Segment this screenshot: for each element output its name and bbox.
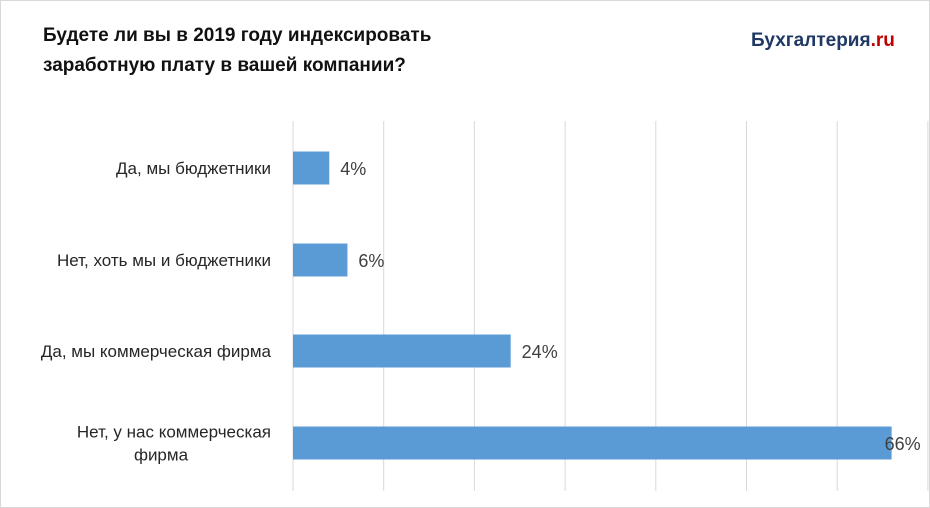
bar-4 [293, 426, 892, 460]
chart-title: Будете ли вы в 2019 году индексировать з… [43, 21, 523, 81]
data-label-3: 24% [522, 342, 558, 362]
chart-title-line-1: Будете ли вы в 2019 году индексировать [43, 25, 432, 46]
data-label-4: 66% [885, 434, 921, 454]
brand-tld: ru [875, 30, 895, 51]
chart-title-line-2: заработную плату в вашей компании? [43, 55, 406, 76]
category-label-4: Нет, у нас коммерческая фирма [77, 423, 271, 465]
brand-logo: Бухгалтерия.ru [751, 30, 895, 52]
data-label-1: 4% [340, 159, 366, 179]
data-label-2: 6% [358, 251, 384, 271]
bar-2 [293, 243, 348, 277]
bar-1 [293, 151, 330, 185]
category-label-3: Да, мы коммерческая фирма [41, 342, 272, 361]
brand-dot: . [870, 30, 876, 51]
category-label-2: Нет, хоть мы и бюджетники [57, 251, 271, 270]
bar-3 [293, 334, 511, 368]
brand-name: Бухгалтерия [751, 30, 871, 51]
category-label-1: Да, мы бюджетники [116, 159, 271, 178]
